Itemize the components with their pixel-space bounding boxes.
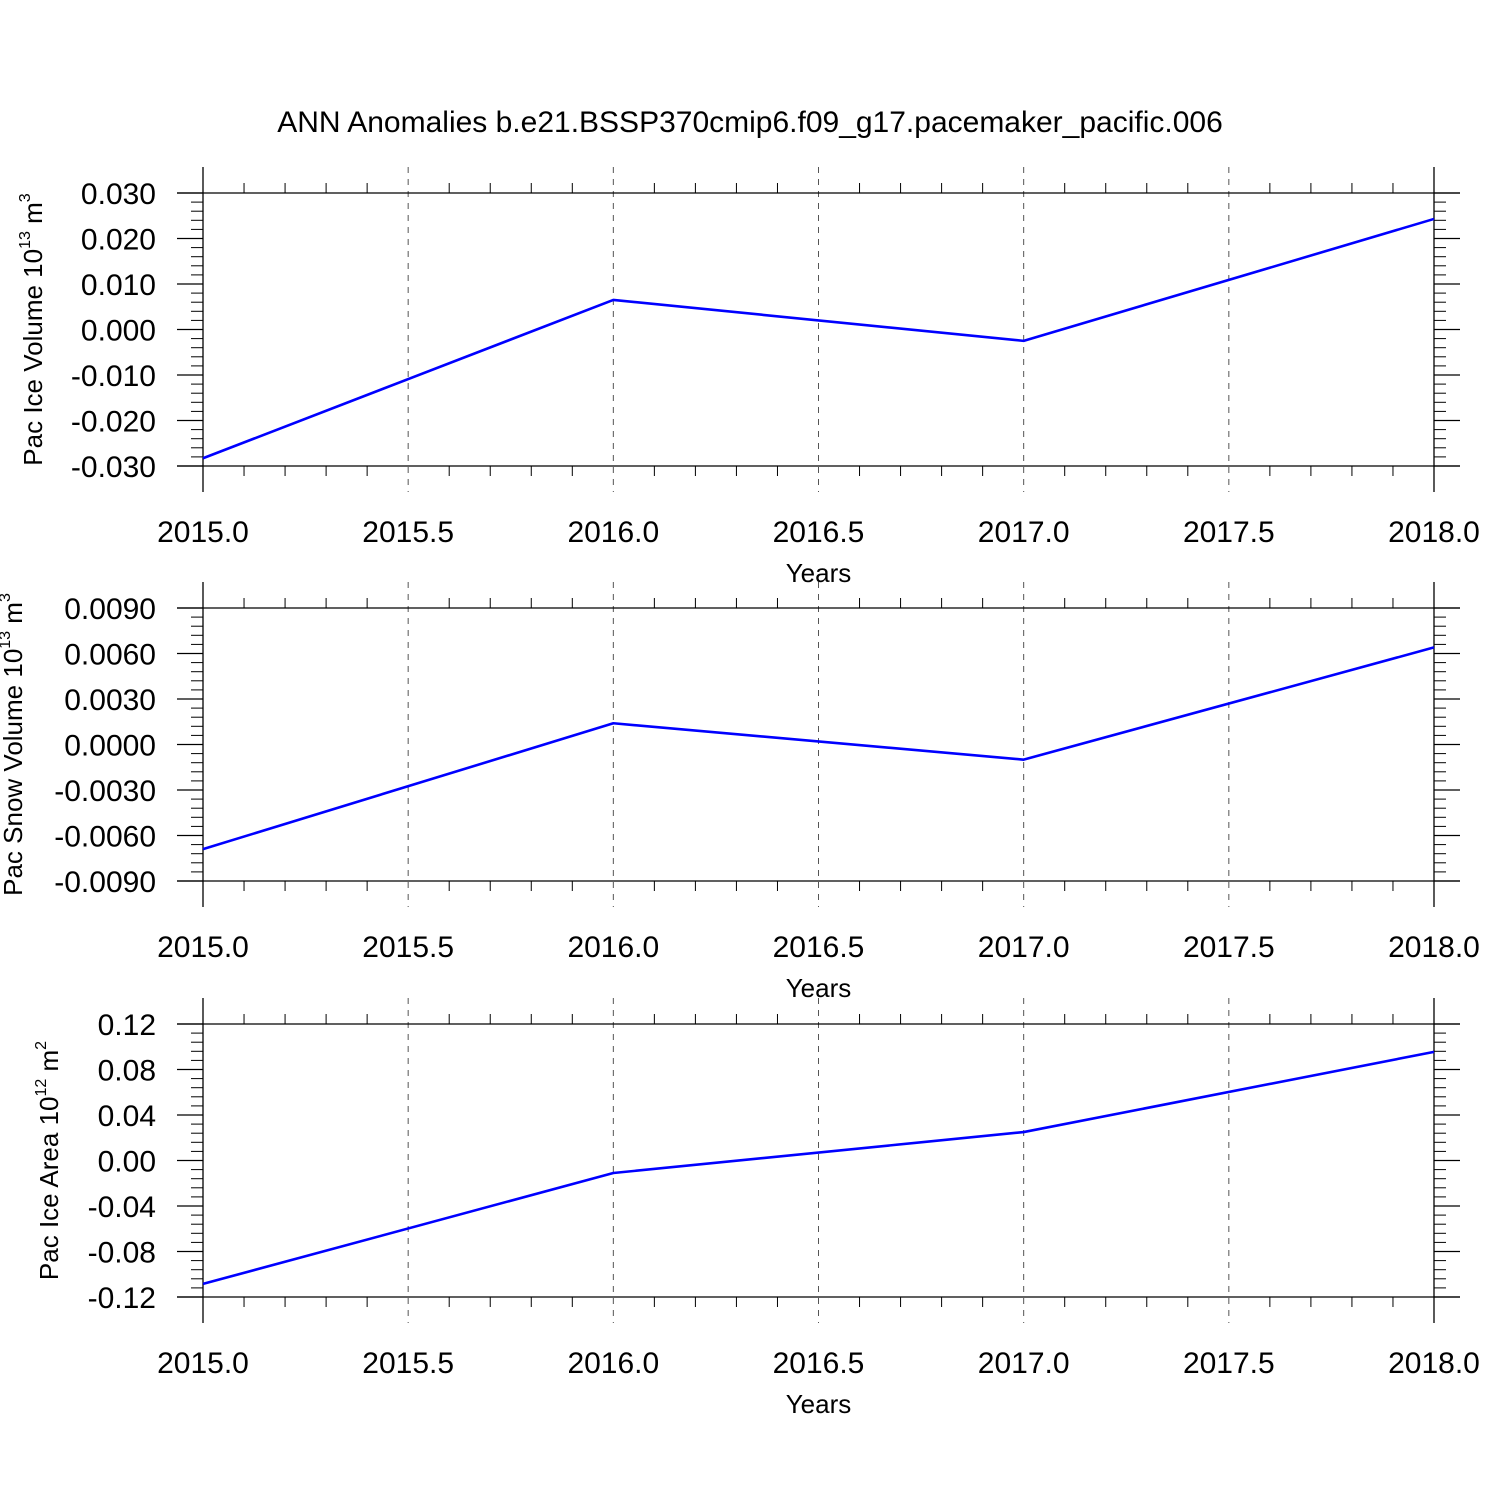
y-tick-label: 0.0000 bbox=[64, 730, 156, 763]
y-axis-label-unit: m bbox=[18, 202, 48, 231]
x-axis-label: Years bbox=[786, 1389, 852, 1419]
x-tick-label: 2018.0 bbox=[1388, 1347, 1480, 1380]
y-tick-label: -0.020 bbox=[71, 406, 156, 439]
y-axis-label: Pac Ice Area 1012 m2 bbox=[33, 1041, 64, 1280]
y-axis-label-unit-exponent: 3 bbox=[0, 593, 14, 602]
x-tick-label: 2015.5 bbox=[362, 516, 454, 549]
y-tick-label: 0.12 bbox=[98, 1009, 156, 1042]
y-axis-label: Pac Ice Volume 1013 m3 bbox=[17, 193, 48, 466]
y-axis-label-exponent: 13 bbox=[17, 231, 34, 249]
y-tick-label: -0.0090 bbox=[54, 866, 156, 899]
x-tick-label: 2016.0 bbox=[567, 1347, 659, 1380]
x-tick-label: 2018.0 bbox=[1388, 516, 1480, 549]
x-tick-label: 2017.5 bbox=[1183, 516, 1275, 549]
y-tick-label: -0.0030 bbox=[54, 775, 156, 808]
x-tick-label: 2015.5 bbox=[362, 1347, 454, 1380]
y-axis-label: Pac Snow Volume 1013 m3 bbox=[0, 593, 28, 896]
y-tick-label: 0.04 bbox=[98, 1100, 156, 1133]
y-tick-label: 0.000 bbox=[81, 315, 156, 348]
y-tick-label: 0.0090 bbox=[64, 593, 156, 626]
panels-group: 0.0300.0200.0100.000-0.010-0.020-0.03020… bbox=[0, 167, 1480, 1419]
y-tick-label: -0.010 bbox=[71, 360, 156, 393]
series-line bbox=[202, 217, 1435, 460]
y-axis-label-text: Pac Snow Volume 10 bbox=[0, 649, 28, 896]
x-tick-label: 2017.5 bbox=[1183, 931, 1275, 964]
y-axis-label-text: Pac Ice Volume 10 bbox=[18, 249, 48, 466]
y-tick-label: 0.0060 bbox=[64, 639, 156, 672]
panel-2: 0.0090 0.0060 0.0030 0.0000 -0.0030 -0.0060 -0… bbox=[0, 582, 1480, 1003]
x-tick-label: 2016.5 bbox=[773, 516, 865, 549]
y-axis-label-text: Pac Ice Area 10 bbox=[34, 1097, 64, 1281]
x-tick-label: 2016.0 bbox=[567, 931, 659, 964]
y-tick-label: -0.030 bbox=[71, 451, 156, 484]
y-axis-label-unit-exponent: 2 bbox=[33, 1041, 50, 1050]
y-tick-label: -0.04 bbox=[88, 1191, 156, 1224]
x-tick-label: 2015.0 bbox=[157, 516, 249, 549]
y-axis-label-unit: m bbox=[0, 602, 28, 631]
y-axis-label-exponent: 12 bbox=[33, 1079, 50, 1097]
y-tick-label: -0.08 bbox=[88, 1237, 156, 1270]
x-tick-label: 2017.0 bbox=[978, 1347, 1070, 1380]
x-tick-label: 2016.5 bbox=[773, 931, 865, 964]
x-tick-label: 2015.5 bbox=[362, 931, 454, 964]
y-axis-label-unit: m bbox=[34, 1050, 64, 1079]
figure-title: ANN Anomalies b.e21.BSSP370cmip6.f09_g17… bbox=[277, 106, 1223, 139]
x-tick-label: 2017.0 bbox=[978, 516, 1070, 549]
x-tick-label: 2016.0 bbox=[567, 516, 659, 549]
series-line bbox=[202, 646, 1435, 851]
series-line bbox=[202, 1050, 1435, 1286]
x-tick-label: 2016.5 bbox=[773, 1347, 865, 1380]
x-tick-label: 2017.0 bbox=[978, 931, 1070, 964]
y-tick-label: 0.010 bbox=[81, 269, 156, 302]
panel-1: 0.0300.0200.0100.000-0.010-0.020-0.03020… bbox=[17, 167, 1480, 588]
y-tick-label: -0.0060 bbox=[54, 821, 156, 854]
y-tick-label: 0.020 bbox=[81, 224, 156, 257]
x-tick-label: 2018.0 bbox=[1388, 931, 1480, 964]
x-tick-label: 2015.0 bbox=[157, 1347, 249, 1380]
y-axis-label-unit-exponent: 3 bbox=[17, 193, 34, 202]
x-tick-label: 2015.0 bbox=[157, 931, 249, 964]
y-tick-label: 0.0030 bbox=[64, 684, 156, 717]
y-tick-label: 0.00 bbox=[98, 1146, 156, 1179]
y-tick-label: -0.12 bbox=[88, 1282, 156, 1315]
y-tick-label: 0.08 bbox=[98, 1055, 156, 1088]
y-tick-label: 0.030 bbox=[81, 178, 156, 211]
y-axis-label-exponent: 13 bbox=[0, 631, 14, 649]
x-tick-label: 2017.5 bbox=[1183, 1347, 1275, 1380]
